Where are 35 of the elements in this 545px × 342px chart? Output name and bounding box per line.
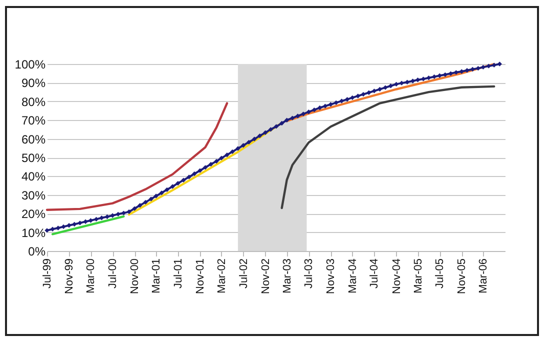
x-tick-label: Jul-00	[107, 258, 120, 288]
x-tick-label: Nov-03	[325, 258, 338, 294]
x-tick-label: Mar-00	[85, 258, 98, 294]
y-tick-label: 70%	[21, 114, 46, 128]
x-tick-label: Jul-05	[434, 258, 446, 288]
x-tick-label: Jul-03	[303, 258, 316, 288]
x-tick-label: Nov-05	[456, 258, 468, 294]
line-series	[46, 102, 228, 211]
y-tick-label: 80%	[21, 94, 46, 109]
x-tick-label: Mar-02	[216, 258, 228, 294]
y-tick-label: 10%	[21, 226, 46, 240]
x-tick-label: Nov-04	[390, 258, 403, 294]
y-tick-label: 50%	[21, 151, 46, 165]
x-tick-label: Mar-04	[346, 258, 359, 294]
line-series	[280, 85, 496, 210]
x-tick-label: Jul-02	[238, 258, 250, 288]
x-tick-label: Jul-04	[368, 258, 381, 288]
y-tick-label: 60%	[21, 132, 46, 146]
y-tick-label: 30%	[21, 188, 46, 202]
x-tick-label: Jul-99	[42, 258, 54, 288]
x-tick-label: Nov-02	[260, 258, 272, 294]
y-tick-label: 40%	[21, 170, 46, 184]
y-tick-label: 0%	[28, 244, 46, 258]
x-tick-label: Nov-99	[64, 258, 76, 294]
x-tick-label: Mar-03	[281, 258, 294, 294]
x-tick-label: Mar-05	[412, 258, 424, 294]
line-series	[286, 62, 496, 122]
x-tick-label: Mar-01	[150, 258, 163, 294]
y-tick-label: 100%	[14, 58, 46, 72]
x-tick-label: Nov-01	[194, 258, 206, 294]
x-tick-label: Jul-01	[172, 258, 184, 288]
x-tick-label: Mar-06	[478, 258, 490, 294]
y-tick-label: 20%	[21, 207, 46, 222]
y-tick-label: 90%	[21, 76, 46, 90]
x-tick-label: Nov-00	[129, 258, 142, 294]
